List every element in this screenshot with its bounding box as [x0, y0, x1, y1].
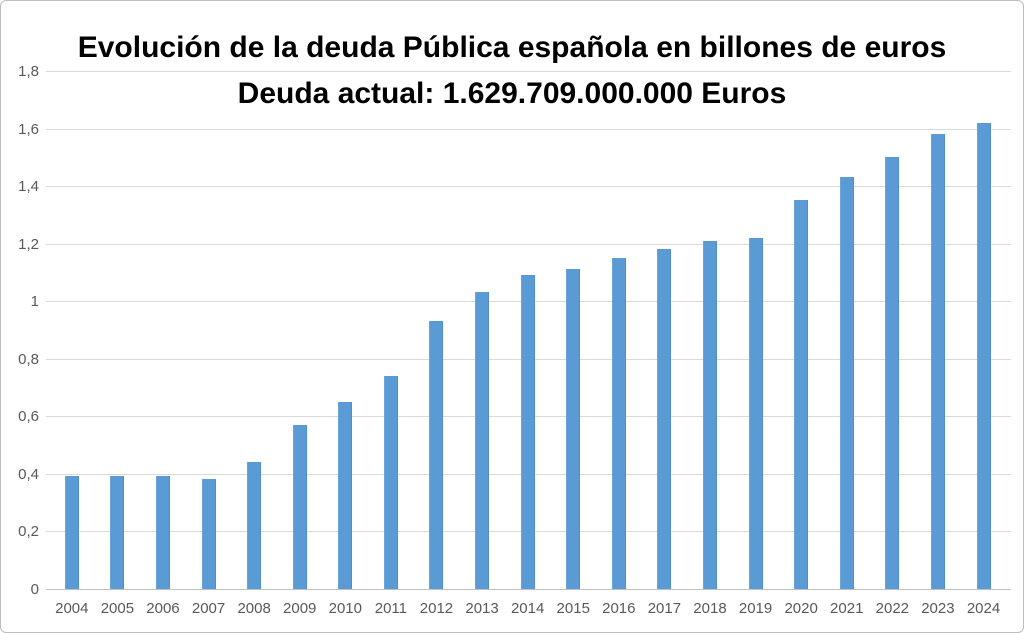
- bar-2014: [520, 275, 535, 589]
- x-tick-label: 2019: [738, 600, 773, 617]
- y-tick-label: 1,2: [18, 235, 39, 253]
- bar-2005: [110, 476, 125, 589]
- bar-2012: [429, 321, 444, 589]
- bar-2023: [930, 134, 945, 589]
- x-tick-label: 2015: [556, 600, 590, 617]
- x-tick-label: 2023: [921, 600, 955, 617]
- y-tick-label: 1: [30, 293, 39, 310]
- bar-2022: [885, 157, 900, 589]
- x-tick-label: 2007: [191, 600, 226, 617]
- bar-2015: [566, 269, 581, 589]
- gridline: [46, 243, 1011, 245]
- x-tick-label: 2022: [875, 600, 910, 617]
- gridline: [46, 186, 1011, 187]
- gridline: [46, 588, 1011, 590]
- bar-2009: [292, 424, 307, 589]
- y-tick-label: 0,6: [18, 408, 39, 425]
- gridline: [46, 71, 1011, 72]
- x-tick-label: 2016: [602, 600, 636, 617]
- x-tick-label: 2008: [237, 600, 271, 617]
- y-tick-label: 0,2: [18, 523, 39, 540]
- y-tick-label: 1,8: [18, 63, 39, 80]
- x-tick-label: 2010: [328, 600, 362, 617]
- x-tick-label: 2020: [784, 600, 818, 617]
- y-tick-label: 0,8: [18, 350, 39, 368]
- bar-2021: [839, 177, 854, 589]
- y-tick-label: 0: [30, 580, 39, 598]
- bar-2024: [976, 122, 991, 589]
- bar-2017: [657, 249, 672, 589]
- x-tick-label: 2012: [419, 600, 454, 617]
- bar-2019: [748, 237, 763, 589]
- x-tick-label: 2017: [647, 600, 682, 617]
- bar-2016: [611, 257, 626, 589]
- bar-2010: [338, 401, 353, 589]
- x-tick-label: 2011: [374, 600, 408, 617]
- x-tick-label: 2004: [55, 600, 89, 617]
- x-tick-label: 2021: [830, 600, 864, 617]
- x-tick-label: 2009: [283, 600, 317, 617]
- y-tick-label: 1,6: [18, 120, 39, 138]
- bar-2007: [201, 479, 216, 589]
- y-tick-label: 0,4: [18, 465, 39, 483]
- bar-2006: [155, 476, 170, 589]
- bar-2004: [64, 476, 79, 589]
- x-tick-label: 2006: [146, 600, 180, 617]
- x-tick-label: 2014: [510, 600, 545, 617]
- y-tick-label: 1,4: [18, 178, 39, 195]
- bar-2008: [247, 462, 262, 589]
- x-tick-label: 2018: [693, 600, 727, 617]
- bar-2020: [794, 200, 809, 589]
- bar-2013: [475, 292, 490, 589]
- bar-2018: [702, 240, 717, 589]
- x-tick-label: 2024: [966, 600, 1001, 617]
- gridline: [46, 128, 1011, 130]
- x-tick-label: 2005: [100, 600, 135, 617]
- bar-2011: [383, 375, 398, 589]
- x-tick-label: 2013: [465, 600, 499, 617]
